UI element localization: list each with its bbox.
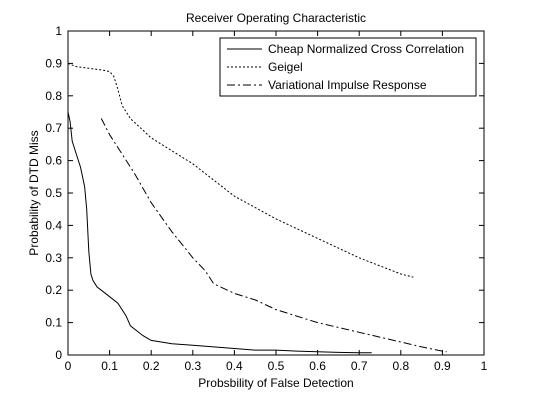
x-tick-label: 0.2 [143, 359, 160, 373]
series-layer [67, 62, 447, 354]
x-tick-label: 0.1 [101, 359, 118, 373]
series-line-0 [67, 111, 372, 354]
x-tick-label: 0.3 [184, 359, 201, 373]
y-tick-label: 0.4 [45, 218, 62, 232]
y-tick-label: 0.2 [45, 283, 62, 297]
y-axis-label: Probability of DTD Miss [27, 130, 41, 255]
x-tick-label: 0.8 [392, 359, 409, 373]
series-line-2 [100, 118, 447, 353]
x-tick-label: 1 [481, 359, 488, 373]
legend-label-vir: Variational Impulse Response [268, 78, 427, 92]
y-tick-label: 0.5 [45, 186, 62, 200]
x-tick-label: 0.5 [268, 359, 285, 373]
y-tick-label: 0.1 [45, 316, 62, 330]
legend-label-ncc: Cheap Normalized Cross Correlation [268, 42, 464, 56]
x-tick-label: 0.9 [434, 359, 451, 373]
legend-label-geigel: Geigel [268, 60, 303, 74]
x-axis-label: Probsbility of False Detection [198, 376, 353, 390]
series-line-1 [67, 62, 414, 278]
x-tick-label: 0.6 [309, 359, 326, 373]
y-tick-label: 0.7 [45, 121, 62, 135]
legend-box [219, 37, 477, 97]
y-tick-label: 1 [55, 24, 62, 38]
y-tick-label: 0.6 [45, 154, 62, 168]
chart-title: Receiver Operating Characteristic [186, 11, 366, 25]
x-tick-label: 0 [65, 359, 72, 373]
x-tick-label: 0.7 [351, 359, 368, 373]
y-tick-label: 0.9 [45, 56, 62, 70]
y-tick-label: 0.8 [45, 89, 62, 103]
y-tick-label: 0 [55, 348, 62, 362]
legend: Cheap Normalized Cross Correlation Geige… [219, 37, 477, 97]
x-tick-label: 0.4 [226, 359, 243, 373]
ticks-layer: 0 0.1 0.2 0.3 0.4 0.5 0.6 0.7 0.8 0.9 1 0 0.1 0.2 0.3 0… [45, 24, 487, 373]
y-tick-label: 0.3 [45, 251, 62, 265]
